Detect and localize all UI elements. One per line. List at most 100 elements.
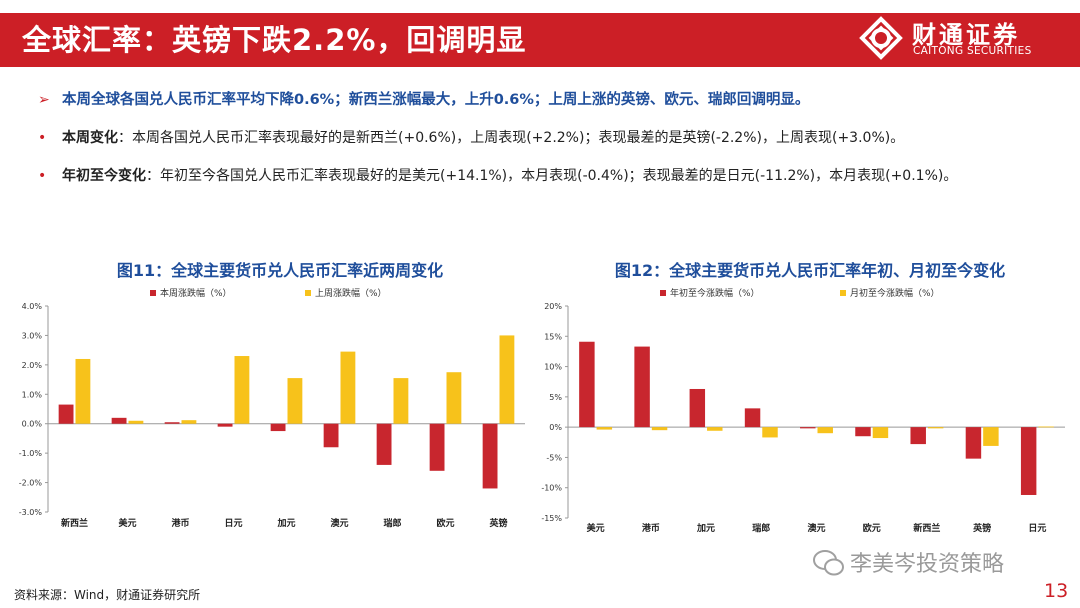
- bar: [1020, 427, 1037, 495]
- brand-name-en: CAITONG SECURITIES: [913, 45, 1032, 57]
- bar: [287, 378, 303, 424]
- bar: [762, 427, 778, 438]
- bar: [340, 351, 356, 424]
- wechat-icon: [813, 550, 844, 576]
- x-category-label: 港币: [642, 522, 660, 534]
- y-tick-label: 20%: [544, 302, 562, 311]
- x-category-label: 港币: [171, 517, 189, 529]
- bar: [817, 427, 833, 434]
- watermark: 李美岑投资策略: [850, 552, 1005, 577]
- bullet-weekly: • 本周变化：本周各国兑人民币汇率表现最好的是新西兰(+0.6%)，上周表现(+…: [38, 126, 1068, 164]
- chart1-title: 图11：全球主要货币兑人民币汇率近两周变化: [116, 261, 444, 280]
- bar: [128, 420, 144, 424]
- x-category-label: 新西兰: [61, 517, 88, 529]
- legend-swatch: [660, 290, 666, 296]
- y-tick-label: 10%: [544, 363, 562, 372]
- bar: [872, 427, 889, 439]
- y-tick-label: -2.0%: [19, 479, 43, 488]
- dot-bullet-icon: •: [38, 168, 47, 184]
- legend-label: 本周涨跌幅（%）: [160, 287, 232, 299]
- bar: [111, 417, 127, 424]
- arrow-bullet-icon: ➢: [38, 92, 50, 108]
- legend-label: 月初至今涨跌幅（%）: [850, 287, 940, 299]
- dot-bullet-icon: •: [38, 130, 47, 146]
- legend-swatch: [305, 290, 311, 296]
- bar: [234, 356, 250, 424]
- x-category-label: 瑞郎: [752, 522, 770, 534]
- y-tick-label: -15%: [541, 514, 562, 523]
- source-note: 资料来源：Wind，财通证券研究所: [14, 588, 201, 602]
- y-tick-label: 2.0%: [22, 361, 43, 370]
- bullet-main: ➢ 本周全球各国兑人民币汇率平均下降0.6%；新西兰涨幅最大，上升0.6%；上周…: [38, 88, 1068, 126]
- y-tick-label: 15%: [544, 332, 562, 341]
- x-category-label: 加元: [696, 522, 715, 534]
- bar: [446, 372, 462, 424]
- bar: [164, 422, 180, 424]
- bar: [181, 420, 197, 424]
- bar: [579, 341, 595, 428]
- page-title: 全球汇率：英镑下跌2.2%，回调明显: [22, 23, 527, 57]
- bullet-ytd-text: 年初至今变化：年初至今各国兑人民币汇率表现最好的是美元(+14.1%)，本月表现…: [62, 164, 957, 188]
- bar: [983, 427, 999, 446]
- y-tick-label: -5%: [546, 453, 562, 462]
- y-tick-label: 0.0%: [22, 420, 43, 429]
- chart2-ytd-mtd-change: 年初至今涨跌幅（%） 月初至今涨跌幅（%） 20% 15% 10% 5% 0% -5% -10%…: [541, 287, 1065, 534]
- bullet-ytd: • 年初至今变化：年初至今各国兑人民币汇率表现最好的是美元(+14.1%)，本月…: [38, 164, 1068, 202]
- bar: [58, 404, 74, 424]
- bullet-weekly-text: 本周变化：本周各国兑人民币汇率表现最好的是新西兰(+0.6%)，上周表现(+2.…: [62, 126, 904, 150]
- bullet-ytd-lead: 年初至今变化: [62, 168, 146, 184]
- bullet-ytd-body: ：年初至今各国兑人民币汇率表现最好的是美元(+14.1%)，本月表现(-0.4%…: [146, 168, 958, 184]
- bar: [1038, 426, 1054, 428]
- bar: [689, 388, 706, 428]
- y-tick-label: 0%: [549, 423, 562, 432]
- bar: [429, 423, 445, 471]
- bar: [927, 427, 944, 429]
- legend-swatch: [150, 290, 156, 296]
- header: 全球汇率：英镑下跌2.2%，回调明显 财通证券 CAITONG SECURITI…: [0, 0, 1080, 78]
- bar: [707, 427, 723, 431]
- y-tick-label: -3.0%: [19, 508, 43, 517]
- bullet-weekly-body: ：本周各国兑人民币汇率表现最好的是新西兰(+0.6%)，上周表现(+2.2%)；…: [118, 130, 905, 146]
- legend-label: 上周涨跌幅（%）: [315, 287, 387, 299]
- y-tick-label: 5%: [549, 393, 562, 402]
- legend-label: 年初至今涨跌幅（%）: [670, 287, 760, 299]
- page-number: 13: [1044, 580, 1069, 602]
- x-category-label: 欧元: [863, 522, 881, 534]
- chart1-weekly-change: 本周涨跌幅（%） 上周涨跌幅（%） 4.0% 3.0% 2.0% 1.0% 0.0% -1.0…: [19, 287, 525, 529]
- caitong-logo-icon: [859, 16, 903, 60]
- x-category-label: 美元: [587, 522, 605, 534]
- title-bar: [0, 13, 820, 67]
- bar: [499, 335, 515, 424]
- x-category-label: 新西兰: [913, 522, 940, 534]
- bar: [323, 423, 339, 448]
- chart2-title: 图12：全球主要货币兑人民币汇率年初、月初至今变化: [614, 261, 1006, 280]
- y-tick-label: -10%: [541, 484, 562, 493]
- bar: [651, 427, 668, 431]
- x-category-label: 澳元: [807, 522, 825, 534]
- x-category-label: 日元: [1028, 523, 1046, 534]
- x-category-label: 英镑: [488, 517, 507, 529]
- bar: [596, 427, 613, 430]
- y-tick-label: -1.0%: [19, 449, 43, 458]
- x-category-label: 日元: [224, 518, 242, 529]
- bar: [482, 423, 498, 489]
- x-category-label: 加元: [276, 517, 295, 529]
- y-tick-label: 4.0%: [22, 302, 43, 311]
- bar: [393, 378, 409, 424]
- y-tick-label: 3.0%: [22, 331, 43, 340]
- bar: [75, 358, 91, 424]
- x-category-label: 美元: [118, 517, 136, 529]
- bar: [855, 427, 871, 437]
- legend-swatch: [840, 290, 846, 296]
- bar: [270, 423, 286, 432]
- bar: [800, 427, 816, 429]
- y-tick-label: 1.0%: [22, 390, 43, 399]
- x-category-label: 澳元: [330, 517, 348, 529]
- x-category-label: 英镑: [972, 522, 991, 534]
- x-category-label: 瑞郎: [383, 517, 401, 529]
- brand-name: 财通证券: [912, 21, 1020, 49]
- bar: [910, 427, 926, 445]
- summary-bullets: ➢ 本周全球各国兑人民币汇率平均下降0.6%；新西兰涨幅最大，上升0.6%；上周…: [38, 88, 1068, 202]
- bullet-main-text: 本周全球各国兑人民币汇率平均下降0.6%；新西兰涨幅最大，上升0.6%；上周上涨…: [62, 92, 810, 108]
- bar: [965, 427, 982, 459]
